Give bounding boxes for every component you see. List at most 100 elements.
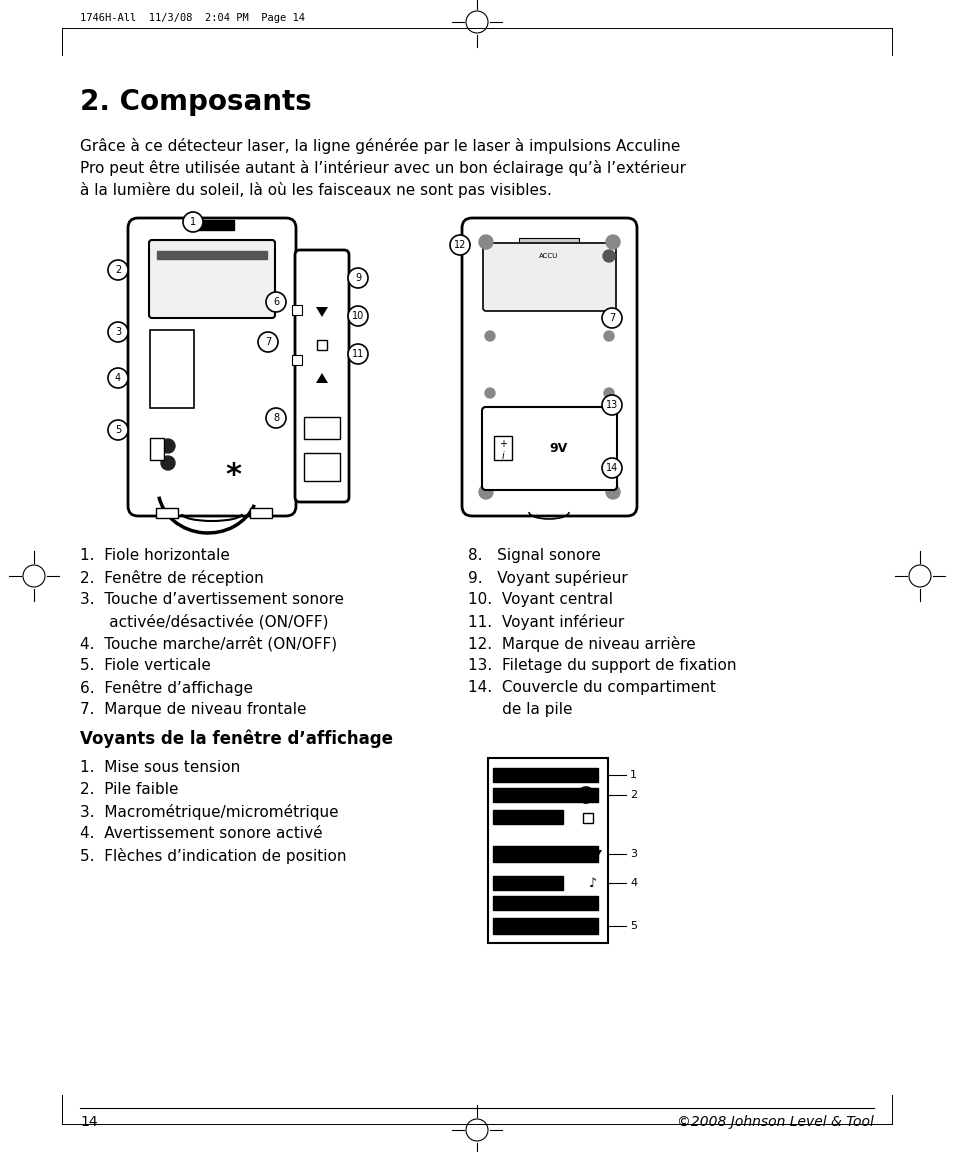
Text: 7.  Marque de niveau frontale: 7. Marque de niveau frontale: [80, 702, 306, 717]
Text: à la lumière du soleil, là où les faisceaux ne sont pas visibles.: à la lumière du soleil, là où les faisce…: [80, 182, 551, 198]
Text: ACCU: ACCU: [538, 253, 558, 259]
FancyBboxPatch shape: [461, 218, 637, 516]
Circle shape: [602, 250, 615, 262]
Bar: [150, 438, 164, 460]
Circle shape: [108, 367, 128, 388]
Text: ♪: ♪: [588, 877, 597, 889]
Text: activée/désactivée (ON/OFF): activée/désactivée (ON/OFF): [80, 614, 328, 629]
Bar: [316, 340, 327, 350]
Bar: [304, 453, 339, 482]
Bar: [493, 918, 598, 934]
FancyBboxPatch shape: [482, 243, 616, 311]
Text: Voyants de la fenêtre d’affichage: Voyants de la fenêtre d’affichage: [80, 730, 393, 749]
Text: Grâce à ce détecteur laser, la ligne générée par le laser à impulsions Acculine: Grâce à ce détecteur laser, la ligne gén…: [80, 138, 679, 154]
Circle shape: [108, 420, 128, 440]
Text: 10.  Voyant central: 10. Voyant central: [468, 592, 613, 607]
Text: +: +: [498, 439, 506, 449]
Polygon shape: [587, 850, 601, 862]
Circle shape: [257, 332, 277, 353]
Text: ©2008 Johnson Level & Tool: ©2008 Johnson Level & Tool: [677, 1115, 873, 1129]
Text: Pro peut être utilisée autant à l’intérieur avec un bon éclairage qu’à l’extérie: Pro peut être utilisée autant à l’intéri…: [80, 160, 685, 176]
Text: 1746H-All  11/3/08  2:04 PM  Page 14: 1746H-All 11/3/08 2:04 PM Page 14: [80, 13, 305, 23]
Bar: [292, 305, 302, 314]
Circle shape: [601, 458, 621, 478]
Bar: [518, 238, 578, 268]
Circle shape: [583, 793, 587, 797]
Text: 12: 12: [454, 240, 466, 250]
Circle shape: [450, 235, 470, 255]
Text: 12.  Marque de niveau arrière: 12. Marque de niveau arrière: [468, 636, 695, 652]
Circle shape: [348, 268, 368, 288]
Circle shape: [161, 439, 174, 453]
Text: 11.  Voyant inférieur: 11. Voyant inférieur: [468, 614, 623, 630]
Text: 5.  Flèches d’indication de position: 5. Flèches d’indication de position: [80, 848, 346, 864]
Circle shape: [601, 395, 621, 415]
Circle shape: [266, 408, 286, 429]
FancyBboxPatch shape: [149, 240, 274, 318]
Circle shape: [605, 235, 619, 249]
Bar: [493, 768, 598, 782]
Text: 2: 2: [629, 790, 637, 799]
Text: de la pile: de la pile: [468, 702, 572, 717]
FancyBboxPatch shape: [294, 250, 349, 502]
Text: 13: 13: [605, 400, 618, 410]
Polygon shape: [315, 306, 328, 317]
Bar: [493, 846, 598, 862]
Text: 9: 9: [355, 273, 360, 283]
Circle shape: [478, 235, 493, 249]
Text: 7: 7: [608, 313, 615, 323]
Bar: [292, 355, 302, 365]
Text: 5.  Fiole verticale: 5. Fiole verticale: [80, 658, 211, 673]
Text: 13.  Filetage du support de fixation: 13. Filetage du support de fixation: [468, 658, 736, 673]
Text: 3: 3: [114, 327, 121, 338]
Circle shape: [484, 331, 495, 341]
FancyBboxPatch shape: [128, 218, 295, 516]
Text: 3: 3: [629, 849, 637, 859]
Circle shape: [603, 331, 614, 341]
Text: 14: 14: [605, 463, 618, 473]
Circle shape: [108, 260, 128, 280]
Text: 3.  Touche d’avertissement sonore: 3. Touche d’avertissement sonore: [80, 592, 344, 607]
Circle shape: [266, 291, 286, 312]
Circle shape: [601, 308, 621, 328]
Bar: [493, 896, 598, 910]
Bar: [494, 435, 512, 460]
Bar: [190, 220, 233, 230]
Text: 8: 8: [273, 414, 279, 423]
Bar: [493, 788, 598, 802]
Bar: [150, 329, 193, 408]
Circle shape: [348, 344, 368, 364]
Text: 2. Composants: 2. Composants: [80, 88, 312, 116]
Circle shape: [478, 485, 493, 499]
Bar: [493, 876, 562, 890]
Text: 8.   Signal sonore: 8. Signal sonore: [468, 548, 600, 563]
Circle shape: [605, 485, 619, 499]
Text: 9.   Voyant supérieur: 9. Voyant supérieur: [468, 570, 627, 586]
Text: 2.  Fenêtre de réception: 2. Fenêtre de réception: [80, 570, 263, 586]
Bar: [582, 813, 593, 823]
Bar: [493, 810, 562, 824]
Text: 11: 11: [352, 349, 364, 359]
Text: 4.  Touche marche/arrêt (ON/OFF): 4. Touche marche/arrêt (ON/OFF): [80, 636, 336, 652]
Text: 4: 4: [629, 878, 637, 888]
Bar: [156, 508, 178, 518]
Bar: [488, 758, 607, 943]
FancyBboxPatch shape: [481, 407, 617, 490]
Text: 7: 7: [265, 338, 271, 347]
Text: *: *: [225, 462, 241, 491]
Circle shape: [484, 388, 495, 397]
Text: 2: 2: [114, 265, 121, 275]
Circle shape: [348, 306, 368, 326]
Circle shape: [603, 388, 614, 397]
Text: 14: 14: [80, 1115, 97, 1129]
Polygon shape: [315, 373, 328, 382]
Circle shape: [161, 456, 174, 470]
Circle shape: [108, 323, 128, 342]
Text: 14.  Couvercle du compartiment: 14. Couvercle du compartiment: [468, 680, 715, 695]
Text: 10: 10: [352, 311, 364, 321]
Text: 5: 5: [629, 920, 637, 931]
Text: 6: 6: [273, 297, 279, 306]
Text: 9V: 9V: [549, 441, 568, 455]
Text: 6.  Fenêtre d’affichage: 6. Fenêtre d’affichage: [80, 680, 253, 696]
Bar: [250, 508, 272, 518]
